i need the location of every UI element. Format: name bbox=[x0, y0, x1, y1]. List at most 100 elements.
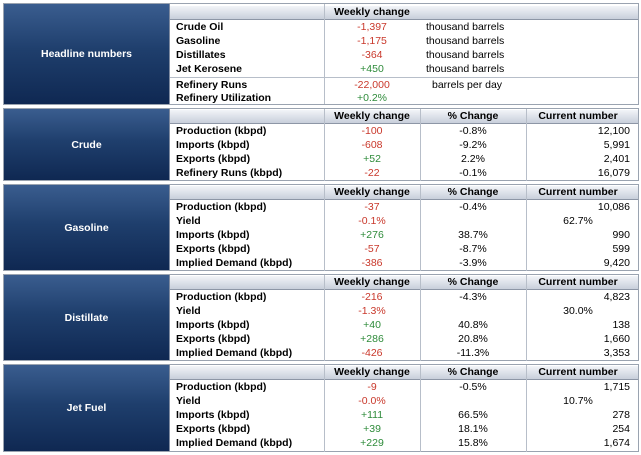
header-pct: % Change bbox=[447, 276, 499, 288]
col-divider bbox=[324, 365, 325, 452]
row-current: 1,674 bbox=[603, 437, 630, 449]
jetfuel-row: Implied Demand (kbpd) +229 15.8% 1,674 bbox=[170, 437, 638, 450]
row-current: 254 bbox=[612, 423, 630, 435]
row-change: -608 bbox=[361, 139, 383, 151]
row-change: +276 bbox=[360, 229, 384, 241]
gasoline-row: Production (kbpd) -37 -0.4% 10,086 bbox=[170, 201, 638, 214]
gasoline-row: Exports (kbpd) -57 -8.7% 599 bbox=[170, 243, 638, 256]
row-unit: thousand barrels bbox=[426, 63, 505, 75]
row-pct: -0.4% bbox=[459, 201, 487, 213]
crude-header-row: Weekly change % Change Current number bbox=[170, 110, 638, 124]
crude-row: Imports (kbpd) -608 -9.2% 5,991 bbox=[170, 139, 638, 152]
col-divider bbox=[526, 365, 527, 452]
row-name: Production (kbpd) bbox=[176, 125, 267, 137]
row-change: -0.1% bbox=[358, 215, 386, 227]
row-current: 4,823 bbox=[603, 291, 630, 303]
row-name: Gasoline bbox=[176, 35, 221, 47]
row-current: 16,079 bbox=[597, 167, 630, 179]
gasoline-label: Gasoline bbox=[4, 185, 170, 270]
row-change: -22,000 bbox=[354, 79, 390, 91]
row-change: +286 bbox=[360, 333, 384, 345]
row-current: 9,420 bbox=[603, 257, 630, 269]
row-name: Production (kbpd) bbox=[176, 381, 267, 393]
row-pct: -3.9% bbox=[459, 257, 487, 269]
row-pct: 66.5% bbox=[458, 409, 488, 421]
row-change: -1,175 bbox=[357, 35, 387, 47]
col-divider bbox=[420, 275, 421, 361]
row-pct: 38.7% bbox=[458, 229, 488, 241]
distillate-label: Distillate bbox=[4, 275, 170, 360]
distillate-header-row: Weekly change % Change Current number bbox=[170, 276, 638, 290]
headline-section: Headline numbers Weekly change Crude Oil… bbox=[3, 3, 639, 105]
row-name: Yield bbox=[176, 305, 201, 317]
gasoline-header-row: Weekly change % Change Current number bbox=[170, 186, 638, 200]
row-current: 30.0% bbox=[563, 305, 593, 317]
row-current: 62.7% bbox=[563, 215, 593, 227]
row-change: +450 bbox=[360, 63, 384, 75]
row-unit: thousand barrels bbox=[426, 21, 505, 33]
row-change: -1,397 bbox=[357, 21, 387, 33]
row-current: 2,401 bbox=[603, 153, 630, 165]
row-current: 278 bbox=[612, 409, 630, 421]
gasoline-row: Implied Demand (kbpd) -386 -3.9% 9,420 bbox=[170, 257, 638, 270]
header-weekly: Weekly change bbox=[334, 186, 410, 198]
row-pct: -8.7% bbox=[459, 243, 487, 255]
row-change: -37 bbox=[364, 201, 380, 213]
row-change: -364 bbox=[361, 49, 383, 61]
headline-row: Jet Kerosene +450 thousand barrels bbox=[170, 63, 638, 76]
row-current: 10.7% bbox=[563, 395, 593, 407]
row-unit: thousand barrels bbox=[426, 49, 505, 61]
jetfuel-row: Exports (kbpd) +39 18.1% 254 bbox=[170, 423, 638, 436]
row-pct: -4.3% bbox=[459, 291, 487, 303]
col-divider bbox=[526, 275, 527, 361]
header-current: Current number bbox=[538, 276, 618, 288]
headline-row: Gasoline -1,175 thousand barrels bbox=[170, 35, 638, 48]
header-current: Current number bbox=[538, 110, 618, 122]
row-current: 1,715 bbox=[603, 381, 630, 393]
jetfuel-row: Yield -0.0% 10.7% bbox=[170, 395, 638, 408]
row-current: 10,086 bbox=[597, 201, 630, 213]
row-change: -22 bbox=[364, 167, 380, 179]
col-divider bbox=[420, 365, 421, 452]
row-pct: -0.8% bbox=[459, 125, 487, 137]
row-change: +52 bbox=[363, 153, 381, 165]
header-current: Current number bbox=[538, 366, 618, 378]
row-name: Imports (kbpd) bbox=[176, 409, 250, 421]
col-divider bbox=[420, 185, 421, 271]
row-change: -0.0% bbox=[358, 395, 386, 407]
jetfuel-header-row: Weekly change % Change Current number bbox=[170, 366, 638, 380]
crude-row: Exports (kbpd) +52 2.2% 2,401 bbox=[170, 153, 638, 166]
row-current: 599 bbox=[612, 243, 630, 255]
row-current: 3,353 bbox=[603, 347, 630, 359]
header-current: Current number bbox=[538, 186, 618, 198]
row-change: -386 bbox=[361, 257, 383, 269]
row-name: Distillates bbox=[176, 49, 226, 61]
row-name: Jet Kerosene bbox=[176, 63, 242, 75]
row-name: Crude Oil bbox=[176, 21, 224, 33]
row-change: +39 bbox=[363, 423, 381, 435]
row-change: -100 bbox=[361, 125, 383, 137]
jetfuel-section: Jet Fuel Weekly change % Change Current … bbox=[3, 364, 639, 452]
row-pct: 15.8% bbox=[458, 437, 488, 449]
distillate-section: Distillate Weekly change % Change Curren… bbox=[3, 274, 639, 361]
headline-header-weekly: Weekly change bbox=[334, 6, 410, 18]
headline-header-row: Weekly change bbox=[170, 6, 638, 20]
row-change: -426 bbox=[361, 347, 383, 359]
distillate-row: Yield -1.3% 30.0% bbox=[170, 305, 638, 318]
headline-row: Crude Oil -1,397 thousand barrels bbox=[170, 21, 638, 34]
row-name: Yield bbox=[176, 395, 201, 407]
row-pct: -9.2% bbox=[459, 139, 487, 151]
row-pct: 20.8% bbox=[458, 333, 488, 345]
row-change: -216 bbox=[361, 291, 383, 303]
row-change: -9 bbox=[367, 381, 377, 393]
row-pct: 18.1% bbox=[458, 423, 488, 435]
gasoline-row: Imports (kbpd) +276 38.7% 990 bbox=[170, 229, 638, 242]
row-pct: 40.8% bbox=[458, 319, 488, 331]
crude-row: Refinery Runs (kbpd) -22 -0.1% 16,079 bbox=[170, 167, 638, 180]
gasoline-row: Yield -0.1% 62.7% bbox=[170, 215, 638, 228]
row-pct: -0.5% bbox=[459, 381, 487, 393]
row-name: Implied Demand (kbpd) bbox=[176, 347, 293, 359]
row-name: Implied Demand (kbpd) bbox=[176, 437, 293, 449]
row-pct: -0.1% bbox=[459, 167, 487, 179]
